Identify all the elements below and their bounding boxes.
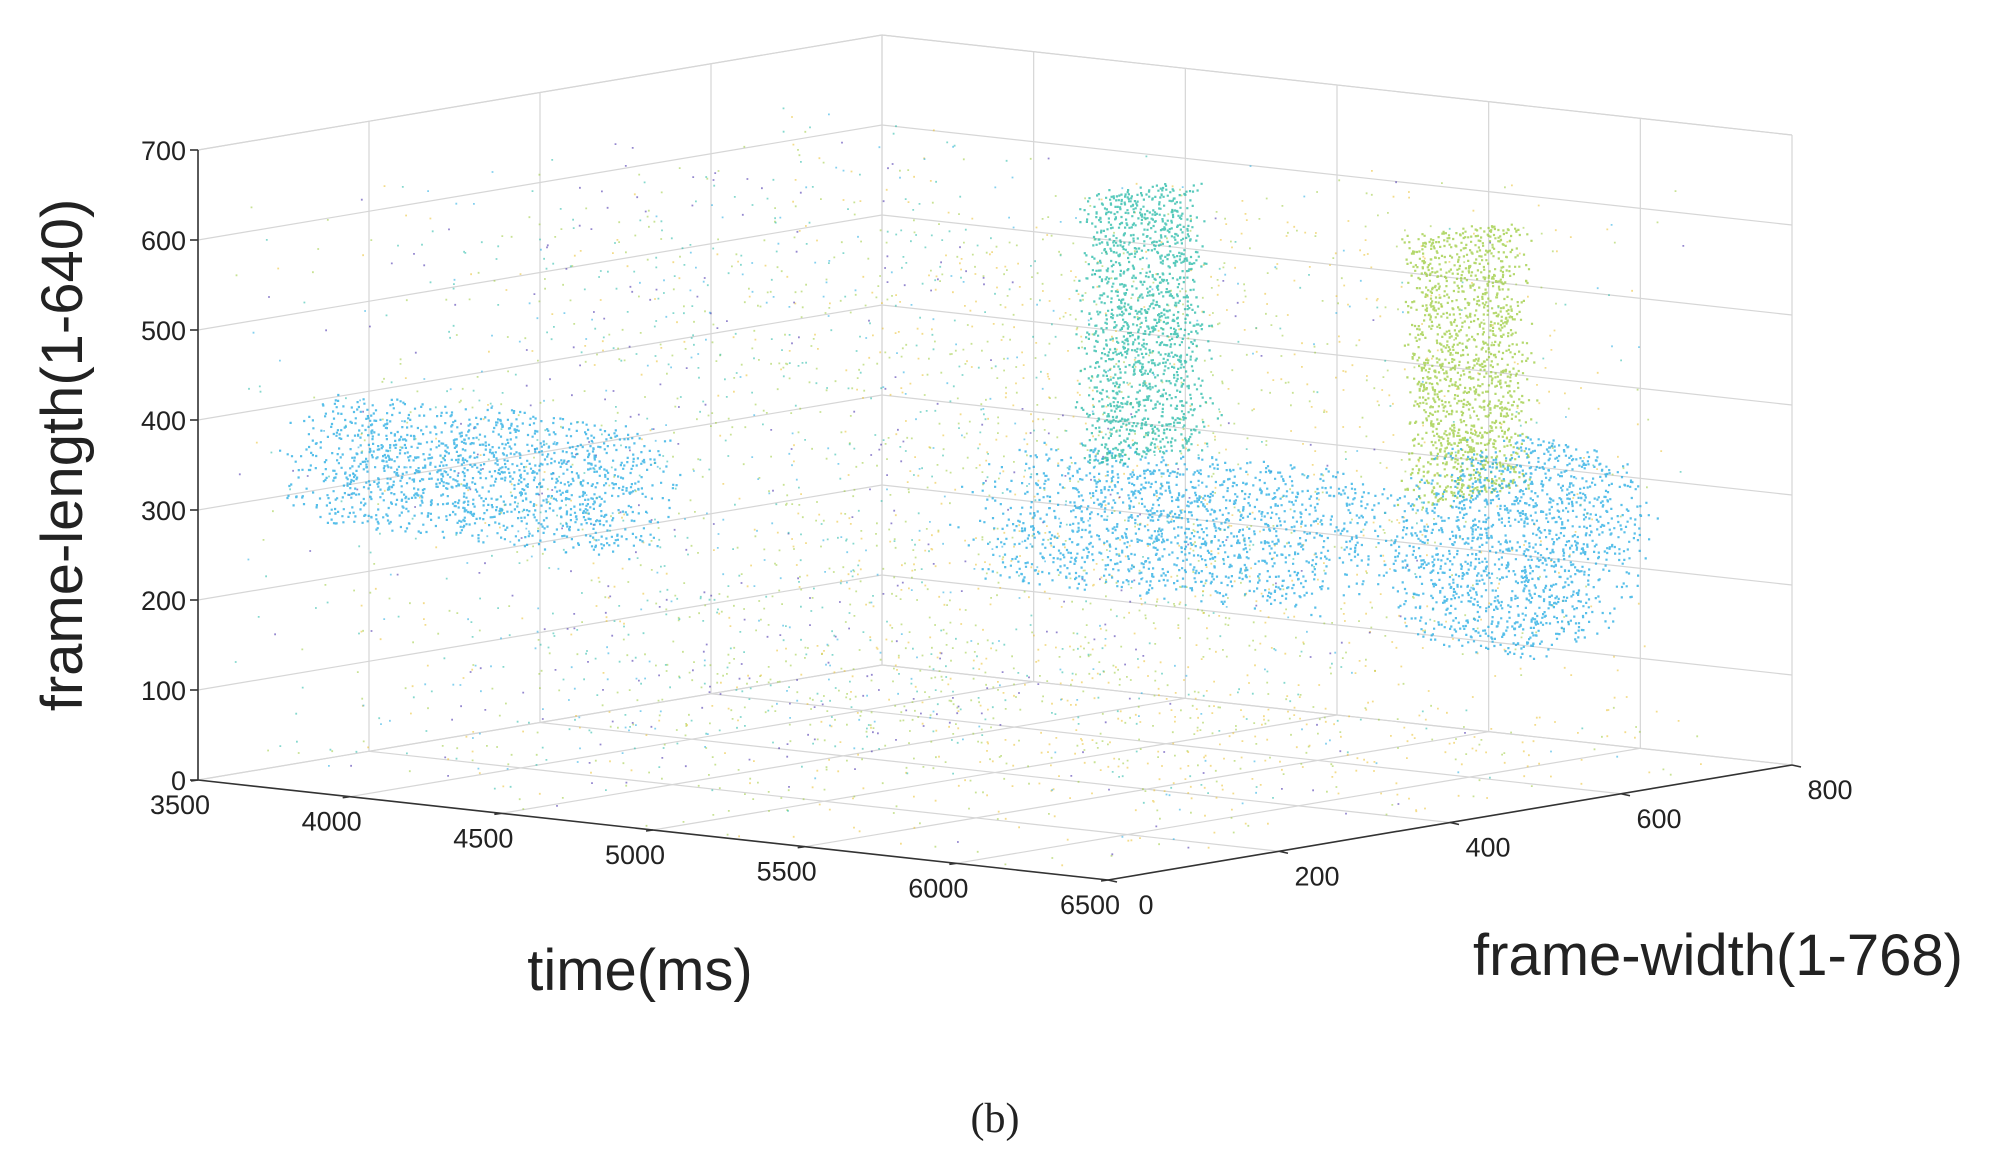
y-tick-mark [1791,764,1802,768]
grid-line [881,214,1793,316]
cylinder-left [279,393,682,561]
grid-line [881,664,1793,766]
grid-line [197,574,883,691]
grid-line [539,721,1451,824]
cylinder-center [949,441,1429,618]
x-tick-label: 6500 [1060,890,1120,920]
box-edge [881,34,1793,136]
grid-line [710,693,1622,795]
y-tick-label: 0 [1138,890,1153,920]
z-tick-label: 600 [141,226,186,256]
grid-line [881,124,1793,226]
point-cloud-scatter [255,116,1702,867]
y-tick-mark [1278,850,1289,855]
y-tick-mark [1449,821,1460,826]
point-cloud-layer [234,107,1702,867]
point-cloud-scatter [247,113,1640,840]
y-axis-title: frame-width(1-768) [1473,923,1963,988]
x-tick-label: 4000 [302,807,362,837]
grid-line [197,214,883,331]
z-tick-label: 100 [141,676,186,706]
box-edge [197,34,883,151]
grid-layer [197,34,1793,881]
grid-line [881,394,1793,496]
x-tick-mark [949,862,957,866]
z-tick-label: 400 [141,406,186,436]
grid-line [197,484,883,601]
x-tick-label: 6000 [908,873,968,903]
z-tick-label: 300 [141,496,186,526]
y-tick-mark [1107,879,1118,883]
fin-left [1074,182,1223,465]
grid-line [881,574,1793,676]
x-tick-mark [1100,879,1109,882]
x-axis-title: time(ms) [527,938,753,1003]
figure-caption: (b) [971,1096,1020,1142]
y-tick-mark [1620,792,1631,797]
ellipse-disk [1376,434,1659,660]
grid-line [197,304,883,421]
axes-layer [190,149,1802,883]
grid-line [881,484,1793,586]
z-tick-label: 200 [141,586,186,616]
y-tick-label: 200 [1294,861,1339,891]
x-tick-label: 3500 [150,790,210,820]
x-tick-mark [494,812,502,816]
y-tick-label: 600 [1636,804,1681,834]
x-tick-mark [797,845,805,849]
x-tick-label: 4500 [453,823,513,853]
z-axis-title: frame-length(1-640) [30,199,95,712]
x-tick-mark [645,829,654,832]
z-tick-label: 500 [141,316,186,346]
z-tick-label: 0 [171,766,186,796]
x-tick-label: 5000 [605,840,665,870]
y-tick-label: 400 [1465,833,1510,863]
grid-line [881,304,1793,406]
fin-right [1396,223,1539,509]
x-tick-mark [342,795,350,799]
x-tick-label: 5500 [757,857,817,887]
grid-line [368,750,1280,852]
y-tick-label: 800 [1807,775,1852,805]
z-tick-label: 700 [141,136,186,166]
grid-line [197,124,883,241]
